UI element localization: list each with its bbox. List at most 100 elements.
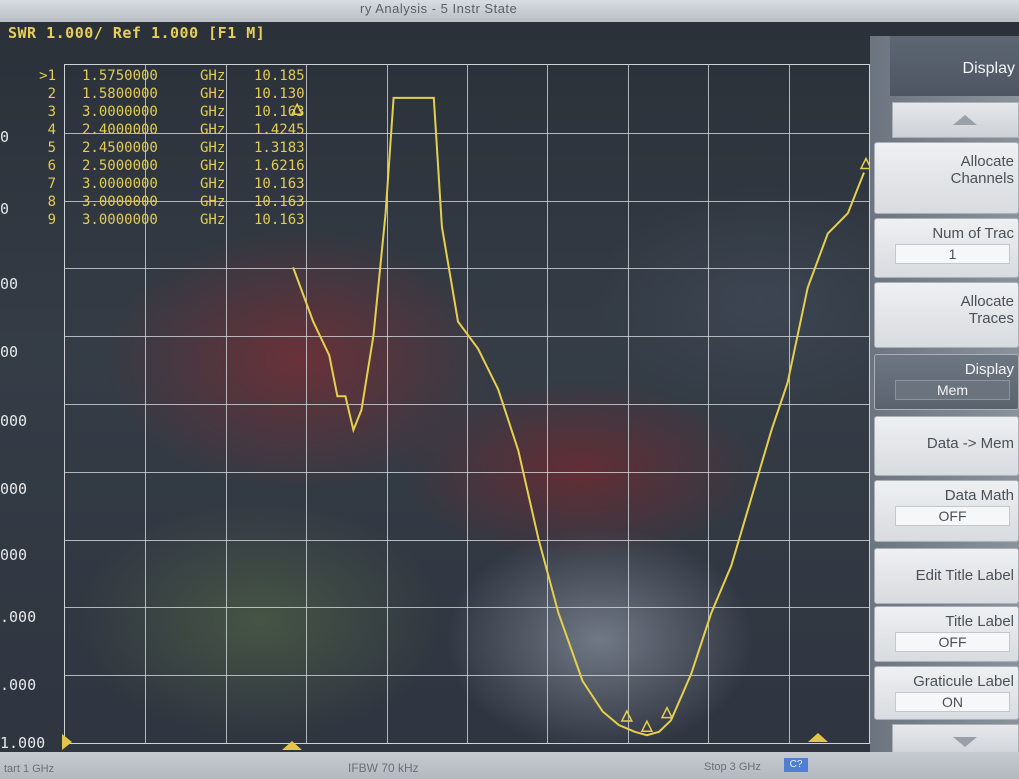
grid-hline xyxy=(65,607,869,609)
marker-triangle[interactable] xyxy=(640,719,654,732)
window-title-bar: ry Analysis - 5 Instr State xyxy=(0,0,1019,22)
graticule[interactable] xyxy=(64,64,870,744)
grid-vline xyxy=(788,65,790,743)
reference-position-marker xyxy=(282,741,302,750)
calibration-status-badge[interactable]: C? xyxy=(784,758,808,772)
marker-number: 6 xyxy=(47,158,56,174)
y-tick-label: .000 xyxy=(0,608,37,626)
marker-number: 4 xyxy=(47,122,56,138)
y-tick-label: 00 xyxy=(0,275,19,293)
softkey-label: Data Math xyxy=(944,487,1014,504)
softkey-label: Display xyxy=(964,361,1014,378)
marker-value: 10.185 xyxy=(254,68,305,84)
marker-number: 5 xyxy=(47,140,56,156)
marker-value: 1.6216 xyxy=(254,158,305,174)
softkey-label: Allocate xyxy=(960,293,1014,310)
triangle-up-icon xyxy=(953,115,977,125)
grid-vline xyxy=(547,65,549,743)
marker-unit: GHz xyxy=(200,104,226,120)
softkey-value: 1 xyxy=(895,244,1010,264)
softkey-label: Edit Title Label xyxy=(915,567,1014,584)
y-tick-label: 1.000 xyxy=(0,734,46,752)
y-tick-label: 000 xyxy=(0,546,28,564)
marker-unit: GHz xyxy=(200,68,226,84)
grid-hline xyxy=(65,675,869,677)
marker-triangle[interactable] xyxy=(290,102,304,115)
triangle-down-icon xyxy=(953,737,977,747)
reference-position-marker xyxy=(62,734,72,750)
channel-title: SWR 1.000/ Ref 1.000 [F1 M] xyxy=(8,24,266,42)
marker-value: 10.163 xyxy=(254,176,305,192)
softkey-label-line2: Channels xyxy=(950,170,1014,187)
softkey-value: OFF xyxy=(895,506,1010,526)
marker-value: 10.163 xyxy=(254,194,305,210)
softkey-label: Allocate xyxy=(960,153,1014,170)
if-bandwidth: IFBW 70 kHz xyxy=(348,761,419,775)
marker-frequency: 3.0000000 xyxy=(82,194,158,210)
title-label-key[interactable]: Title Label OFF xyxy=(874,606,1019,662)
marker-frequency: 2.4000000 xyxy=(82,122,158,138)
y-tick-label: 0 xyxy=(0,200,10,218)
marker-value: 10.163 xyxy=(254,104,305,120)
marker-number: >1 xyxy=(39,68,56,84)
softkey-label: Graticule Label xyxy=(913,673,1014,690)
marker-frequency: 1.5800000 xyxy=(82,86,158,102)
y-tick-label: .000 xyxy=(0,676,37,694)
marker-triangle[interactable] xyxy=(660,705,674,719)
reference-position-marker xyxy=(808,733,828,742)
softkey-label: Num of Trac xyxy=(932,225,1014,242)
y-tick-label: 00 xyxy=(0,343,19,361)
marker-value: 10.163 xyxy=(254,212,305,228)
marker-number: 9 xyxy=(47,212,56,228)
marker-frequency: 2.4500000 xyxy=(82,140,158,156)
data-math-key[interactable]: Data Math OFF xyxy=(874,480,1019,542)
display-key[interactable]: Display Mem xyxy=(874,354,1019,410)
marker-frequency: 3.0000000 xyxy=(82,212,158,228)
marker-value: 10.130 xyxy=(254,86,305,102)
marker-frequency: 2.5000000 xyxy=(82,158,158,174)
marker-unit: GHz xyxy=(200,122,226,138)
marker-unit: GHz xyxy=(200,86,226,102)
graticule-label-key[interactable]: Graticule Label ON xyxy=(874,666,1019,720)
softkey-label-line2: Traces xyxy=(968,310,1014,327)
softkey-panel: Display Allocate Channels Num of Trac 1 Allo… xyxy=(870,36,1019,760)
marker-unit: GHz xyxy=(200,140,226,156)
grid-vline xyxy=(627,65,629,743)
softkey-value: OFF xyxy=(895,632,1010,652)
marker-triangle[interactable] xyxy=(859,156,873,170)
status-bar: tart 1 GHz IFBW 70 kHz Stop 3 GHz C? xyxy=(0,752,1019,779)
grid-hline xyxy=(65,471,869,473)
marker-number: 8 xyxy=(47,194,56,210)
grid-hline xyxy=(65,539,869,541)
window-title: ry Analysis - 5 Instr State xyxy=(360,1,518,16)
marker-frequency: 3.0000000 xyxy=(82,176,158,192)
softkey-value: ON xyxy=(895,692,1010,712)
allocate-traces-key[interactable]: Allocate Traces xyxy=(874,282,1019,348)
softkey-menu-title: Display xyxy=(890,36,1019,96)
marker-unit: GHz xyxy=(200,158,226,174)
allocate-channels-key[interactable]: Allocate Channels xyxy=(874,142,1019,214)
softkey-label: Data -> Mem xyxy=(926,435,1014,452)
y-tick-label: 000 xyxy=(0,480,28,498)
marker-number: 3 xyxy=(47,104,56,120)
marker-frequency: 3.0000000 xyxy=(82,104,158,120)
marker-triangle[interactable] xyxy=(620,709,634,722)
marker-number: 2 xyxy=(47,86,56,102)
edit-title-label-key[interactable]: Edit Title Label xyxy=(874,548,1019,604)
swr-trace xyxy=(292,96,865,737)
marker-unit: GHz xyxy=(200,176,226,192)
data-to-mem-key[interactable]: Data -> Mem xyxy=(874,416,1019,476)
grid-hline xyxy=(65,404,869,405)
scroll-up-button[interactable] xyxy=(892,102,1019,138)
softkey-value: Mem xyxy=(895,380,1010,400)
marker-unit: GHz xyxy=(200,212,226,228)
num-of-traces-key[interactable]: Num of Trac 1 xyxy=(874,218,1019,278)
softkey-label: Title Label xyxy=(945,613,1014,630)
marker-unit: GHz xyxy=(200,194,226,210)
marker-value: 1.3183 xyxy=(254,140,305,156)
grid-vline xyxy=(708,65,710,743)
marker-frequency: 1.5750000 xyxy=(82,68,158,84)
y-tick-label: 000 xyxy=(0,412,28,430)
